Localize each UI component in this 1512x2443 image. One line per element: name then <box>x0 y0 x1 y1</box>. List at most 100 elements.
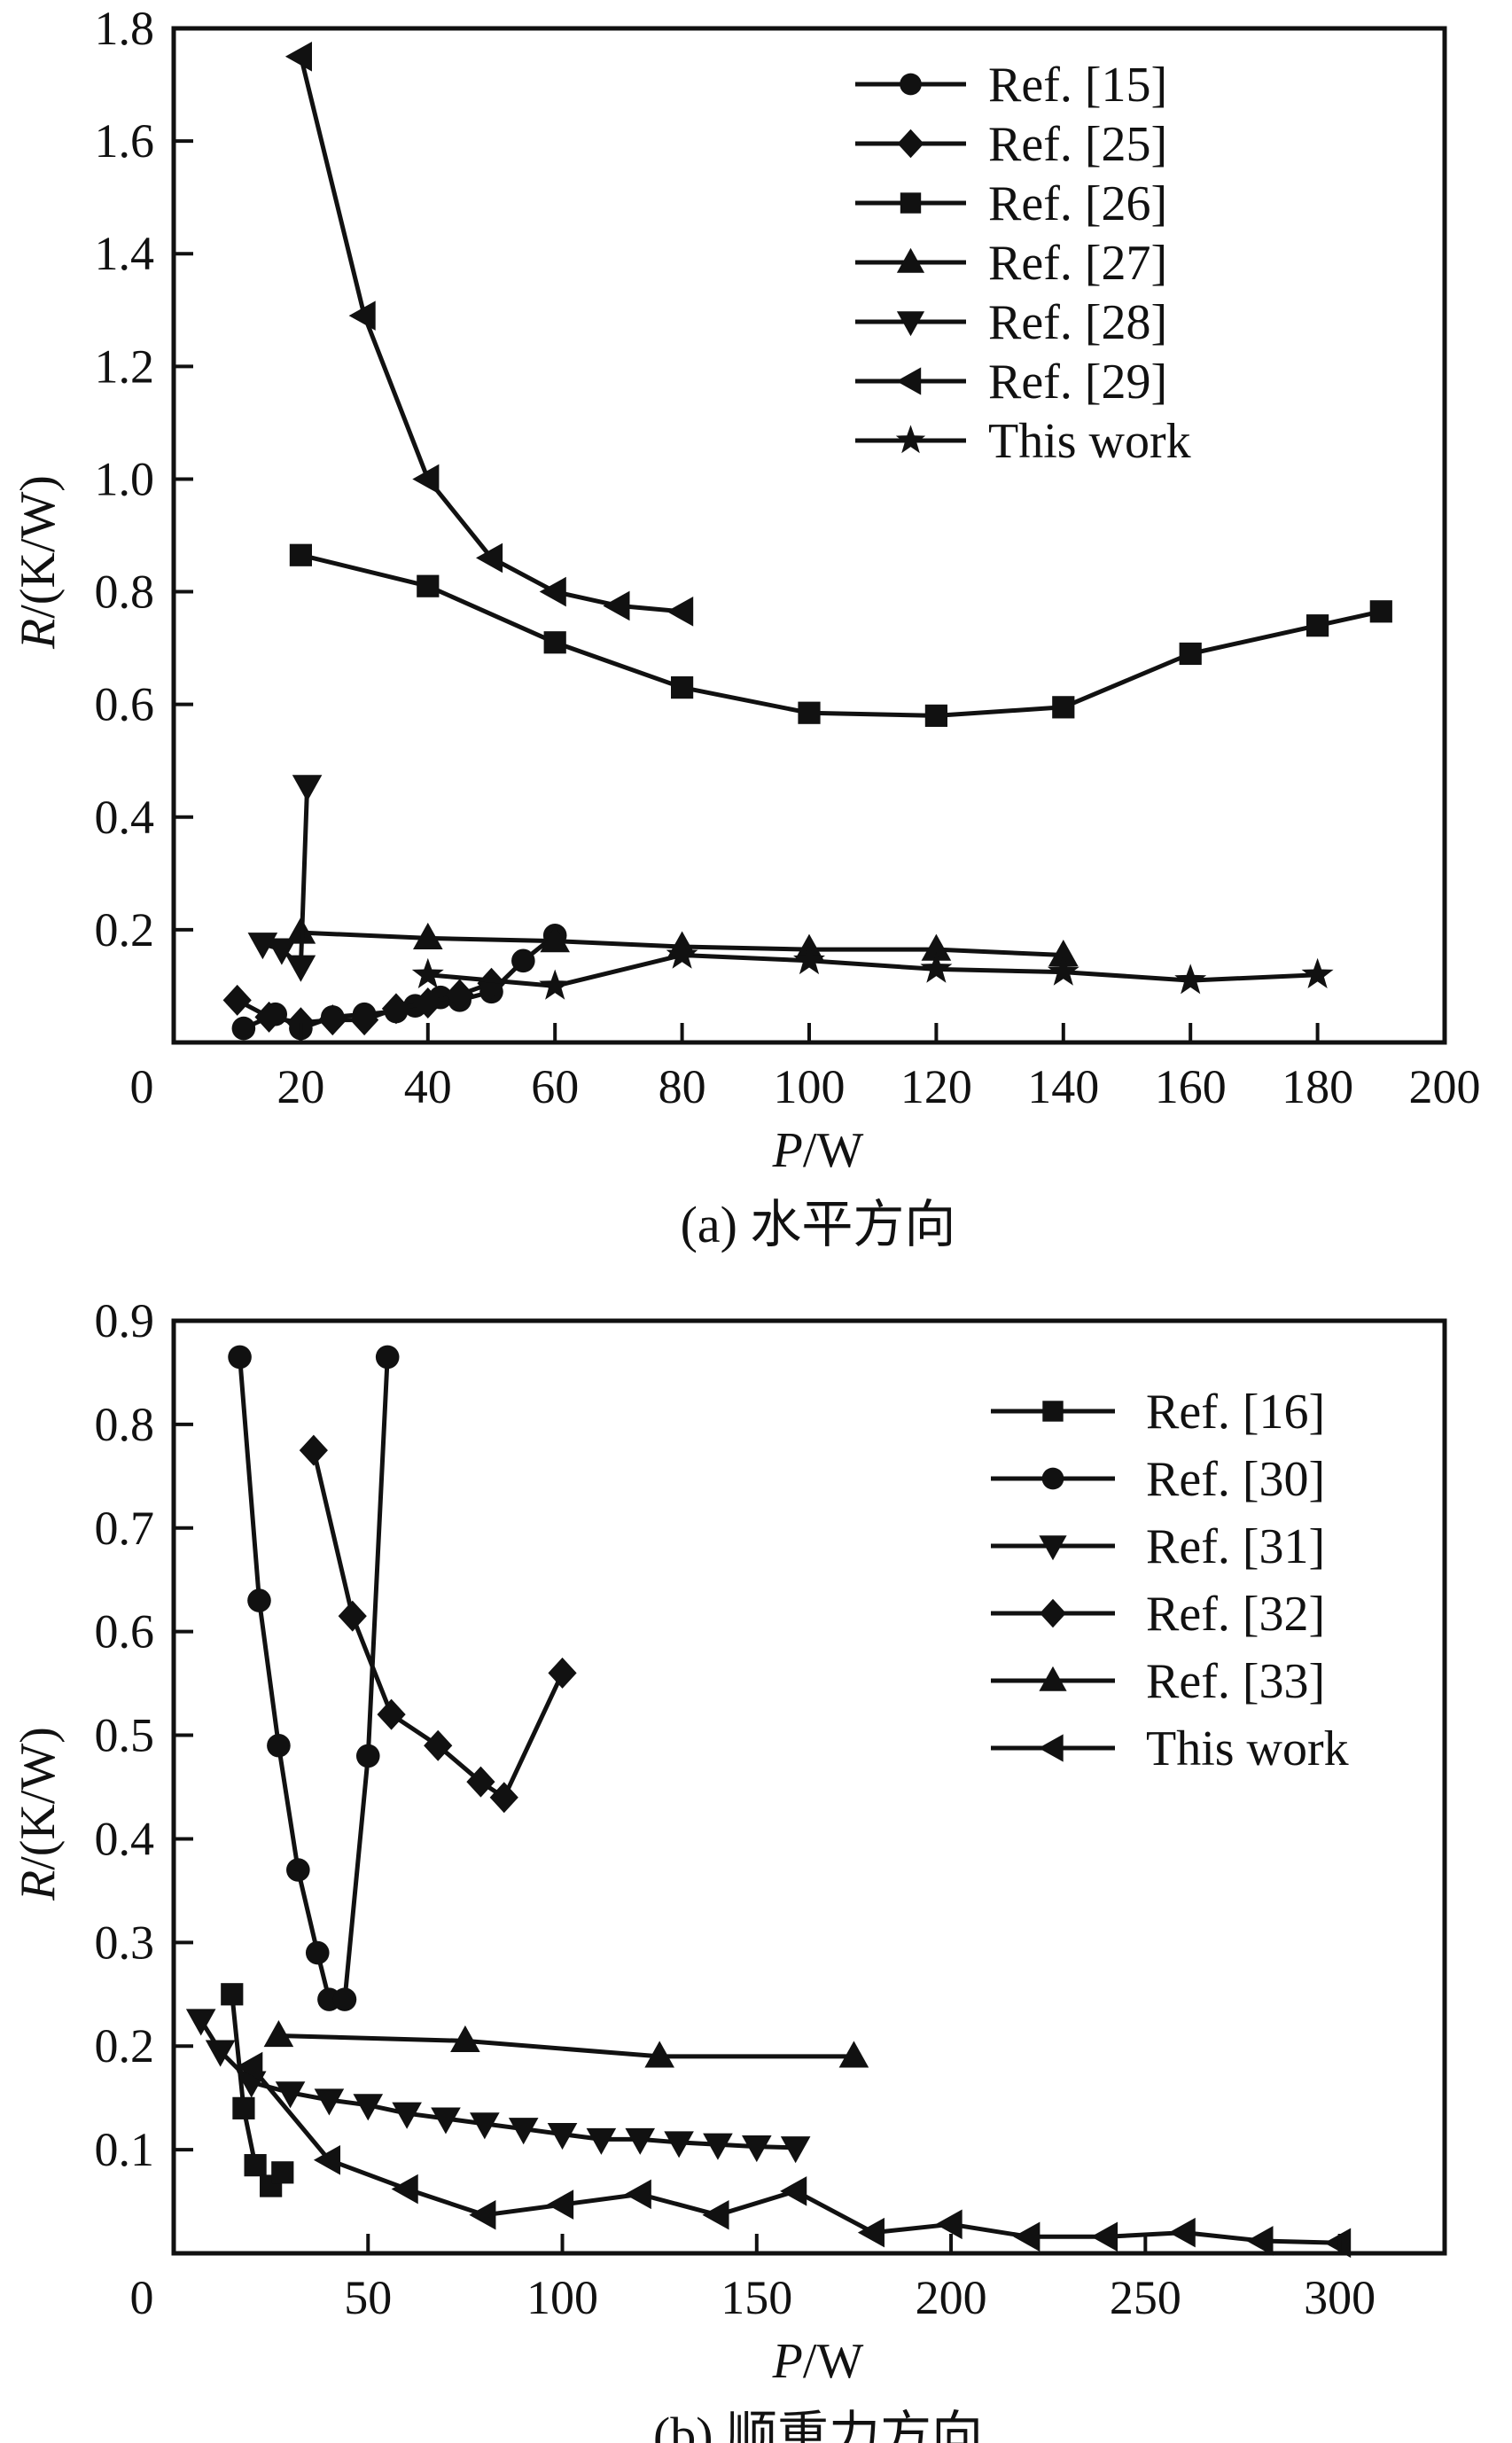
y-tick-label-b: 0.5 <box>95 1709 155 1762</box>
legend-label: Ref. [16] <box>1146 1385 1325 1440</box>
y-axis-symbol-a: R <box>11 619 66 650</box>
legend-item-a-5: Ref. [29] <box>855 355 1167 410</box>
series-b-3 <box>299 1434 577 1814</box>
data-point-triangle-up <box>1048 939 1079 967</box>
y-tick-label-b: 0.4 <box>95 1812 155 1865</box>
legend-label: This work <box>1146 1721 1349 1776</box>
x-axis-symbol-b: P <box>772 2334 803 2389</box>
data-point-star <box>539 969 572 1000</box>
data-point-triangle-left <box>284 41 312 72</box>
data-point-triangle-down <box>741 2135 772 2163</box>
x-tick-label-a: 160 <box>1155 1060 1227 1113</box>
x-tick-label-b: 150 <box>721 2271 792 2324</box>
data-point-diamond <box>338 1600 367 1632</box>
data-point-triangle-down <box>664 2131 694 2158</box>
data-point-triangle-down <box>314 2088 345 2116</box>
series-line-a-5 <box>298 56 682 614</box>
series-line-a-2 <box>300 552 1382 718</box>
x-axis-unit-a: /W <box>803 1123 864 1178</box>
y-tick-label-a: 1.2 <box>95 340 155 393</box>
data-point-triangle-down <box>267 938 297 965</box>
legend-item-a-3: Ref. [27] <box>855 236 1167 291</box>
legend-marker-circle-icon <box>1041 1467 1064 1490</box>
y-axis-unit-b: /(K/W) <box>11 1727 66 1870</box>
data-point-triangle-down <box>470 2112 500 2140</box>
y-tick-label-b: 0.8 <box>95 1398 155 1451</box>
data-point-square <box>1306 614 1329 637</box>
data-point-triangle-left <box>935 2209 963 2240</box>
data-point-diamond <box>381 993 411 1025</box>
series-b-1 <box>228 1345 400 2011</box>
y-tick-label-a: 0.8 <box>95 566 155 619</box>
series-a-1 <box>222 967 506 1039</box>
data-point-diamond <box>377 1698 406 1730</box>
data-point-diamond <box>424 1729 453 1761</box>
x-tick-label-a: 0 <box>130 1060 154 1113</box>
x-tick-label-b: 50 <box>344 2271 392 2324</box>
series-a-2 <box>289 543 1392 727</box>
chart-panel-b: 0 50 100 150 200 250 300 0.1 0.2 0.3 0.4 0.5 0.6 0.7 0… <box>11 1294 1447 2443</box>
data-point-square <box>1369 600 1392 623</box>
legend-item-a-2: Ref. [26] <box>855 176 1167 231</box>
data-point-triangle-left <box>702 2199 729 2230</box>
x-tick-label-a: 120 <box>900 1060 972 1113</box>
ticks-b: 0 50 100 150 200 250 300 0.1 0.2 0.3 0.4 0.5 0.6 0.7 0… <box>95 1294 1376 2324</box>
legend-marker-square-icon <box>1042 1401 1064 1422</box>
legend-label: Ref. [25] <box>988 117 1167 172</box>
data-point-circle <box>511 948 535 973</box>
series-a-5 <box>284 41 694 627</box>
data-point-circle <box>286 1858 310 1882</box>
data-point-triangle-left <box>857 2217 885 2248</box>
data-point-triangle-up <box>644 2041 674 2068</box>
x-tick-label-a: 200 <box>1409 1060 1481 1113</box>
legend-marker-diamond-icon <box>897 129 924 159</box>
data-point-circle <box>231 1016 256 1041</box>
data-point-diamond <box>477 967 506 999</box>
legend-item-b-2: Ref. [31] <box>991 1519 1325 1574</box>
y-axis-unit-a: /(K/W) <box>11 475 66 619</box>
legend-label: Ref. [28] <box>988 295 1167 350</box>
y-tick-label-b: 0.9 <box>95 1294 155 1347</box>
data-point-triangle-up <box>921 933 952 961</box>
data-point-triangle-down <box>185 2009 216 2036</box>
x-tick-label-a: 40 <box>404 1060 452 1113</box>
data-point-square <box>232 2096 255 2119</box>
data-point-square <box>798 701 821 724</box>
x-axis-title-b: P/W <box>772 2334 864 2389</box>
plot-frame-a <box>171 26 1447 1045</box>
legend-item-a-6: This work <box>855 414 1191 469</box>
data-point-triangle-down <box>547 2122 578 2150</box>
data-point-triangle-down <box>353 2094 384 2121</box>
series-b-4 <box>263 2020 869 2068</box>
legend-item-b-0: Ref. [16] <box>991 1385 1325 1440</box>
data-point-triangle-left <box>412 464 440 495</box>
data-point-triangle-up <box>263 2020 294 2048</box>
x-tick-label-b: 100 <box>526 2271 598 2324</box>
data-point-diamond <box>350 1004 379 1036</box>
ticks-a: 0 20 40 60 80 100 120 140 160 180 200 0.2 0.4 0.6 0.8 1… <box>95 2 1481 1113</box>
data-point-triangle-down <box>508 2118 539 2145</box>
data-point-triangle-left <box>469 2199 496 2230</box>
data-point-triangle-down <box>275 2081 306 2109</box>
data-point-diamond <box>466 1766 495 1798</box>
x-tick-label-a: 100 <box>774 1060 846 1113</box>
legend-item-b-1: Ref. [30] <box>991 1452 1325 1507</box>
series-b-5 <box>236 2051 1352 2259</box>
data-point-diamond <box>299 1434 328 1466</box>
data-point-square <box>417 574 440 597</box>
data-point-triangle-left <box>1168 2217 1196 2248</box>
caption-b: (b) 顺重力方向 <box>653 2407 983 2443</box>
data-point-circle <box>375 1345 400 1370</box>
chart-panel-a: 0 20 40 60 80 100 120 140 160 180 200 0.2 0.4 0.6 0.8 1… <box>11 2 1481 1253</box>
data-point-triangle-up <box>450 2025 480 2052</box>
data-point-star <box>666 938 698 969</box>
y-axis-symbol-b: R <box>11 1870 66 1901</box>
legend-item-a-4: Ref. [28] <box>855 295 1167 350</box>
data-point-diamond <box>413 987 442 1019</box>
data-point-triangle-left <box>348 300 376 331</box>
legend-label: Ref. [15] <box>988 58 1167 113</box>
legend-label: Ref. [31] <box>1146 1519 1325 1574</box>
data-point-triangle-up <box>838 2041 869 2068</box>
data-point-diamond <box>318 1004 347 1036</box>
y-tick-label-b: 0.3 <box>95 1916 155 1969</box>
